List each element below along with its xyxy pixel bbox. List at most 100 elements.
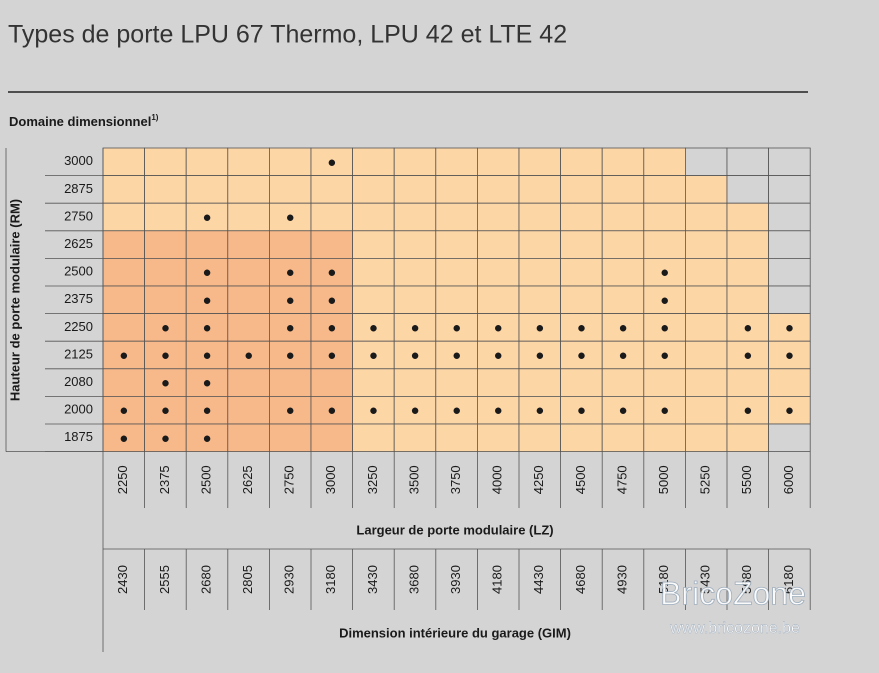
watermark-brand: BricoZone bbox=[660, 575, 806, 611]
cell bbox=[185, 147, 229, 177]
cell bbox=[102, 395, 145, 425]
dot: ● bbox=[161, 347, 170, 364]
column-label: 2430 bbox=[115, 565, 130, 594]
cell bbox=[643, 230, 686, 259]
cell bbox=[643, 423, 686, 453]
cell bbox=[393, 230, 437, 259]
dot: ● bbox=[618, 319, 627, 336]
dot: ● bbox=[161, 402, 170, 419]
cell bbox=[518, 147, 561, 177]
cell bbox=[185, 368, 229, 397]
column-label: 5430 bbox=[698, 565, 713, 594]
cell bbox=[726, 423, 769, 453]
column-label: 4500 bbox=[573, 465, 588, 494]
cell bbox=[768, 285, 811, 315]
subtitle-text: Domaine dimensionnel bbox=[9, 114, 151, 129]
cell bbox=[768, 368, 811, 397]
row-label: 3000 bbox=[64, 153, 93, 168]
cell bbox=[768, 340, 811, 370]
cell bbox=[227, 230, 270, 259]
cell bbox=[435, 202, 478, 232]
garage-axis-title: Dimension intérieure du garage (GIM) bbox=[339, 625, 571, 640]
cell bbox=[227, 257, 270, 287]
dot: ● bbox=[660, 319, 669, 336]
cell bbox=[185, 313, 229, 342]
cell bbox=[560, 368, 603, 397]
row-label: 2625 bbox=[64, 236, 93, 251]
column-label: 2750 bbox=[282, 465, 297, 494]
dot: ● bbox=[410, 347, 419, 364]
cell bbox=[185, 285, 229, 315]
column-label: 3250 bbox=[365, 465, 380, 494]
cell bbox=[310, 395, 353, 425]
cell bbox=[435, 340, 478, 370]
row-label: 2750 bbox=[64, 208, 93, 223]
footnote-mark: 1) bbox=[151, 113, 158, 122]
dot: ● bbox=[286, 292, 295, 309]
dot: ● bbox=[286, 347, 295, 364]
cell bbox=[393, 175, 437, 204]
cell bbox=[685, 230, 728, 259]
cell bbox=[685, 368, 728, 397]
column-label: 2500 bbox=[198, 465, 213, 494]
column-label: 4250 bbox=[531, 465, 546, 494]
cell bbox=[476, 285, 520, 315]
cell bbox=[352, 313, 395, 342]
cell bbox=[144, 423, 187, 453]
dot: ● bbox=[202, 319, 211, 336]
dot: ● bbox=[618, 402, 627, 419]
cell bbox=[685, 175, 728, 204]
cell bbox=[601, 340, 645, 370]
cell bbox=[144, 147, 187, 177]
cell bbox=[601, 368, 645, 397]
cell bbox=[518, 423, 561, 453]
cell bbox=[768, 257, 811, 287]
cell bbox=[768, 202, 811, 232]
dot: ● bbox=[286, 264, 295, 281]
cell bbox=[144, 285, 187, 315]
dot: ● bbox=[161, 319, 170, 336]
dot: ● bbox=[785, 347, 794, 364]
cell bbox=[268, 175, 312, 204]
cell bbox=[102, 257, 145, 287]
cell bbox=[476, 340, 520, 370]
cell bbox=[643, 313, 686, 342]
dot: ● bbox=[660, 292, 669, 309]
cell bbox=[352, 230, 395, 259]
row-label: 2875 bbox=[64, 181, 93, 196]
dot: ● bbox=[494, 347, 503, 364]
dot: ● bbox=[577, 347, 586, 364]
cell bbox=[352, 395, 395, 425]
column-label: 3180 bbox=[323, 565, 338, 594]
cell bbox=[726, 202, 769, 232]
cell bbox=[435, 230, 478, 259]
cell bbox=[685, 257, 728, 287]
cell bbox=[601, 175, 645, 204]
cell bbox=[310, 230, 353, 259]
cell bbox=[185, 175, 229, 204]
cell bbox=[227, 147, 270, 177]
column-axis-title: Largeur de porte modulaire (LZ) bbox=[356, 522, 553, 537]
cell bbox=[102, 368, 145, 397]
cell bbox=[768, 313, 811, 342]
dot: ● bbox=[327, 292, 336, 309]
cell bbox=[643, 202, 686, 232]
cell bbox=[144, 230, 187, 259]
column-label: 3750 bbox=[448, 465, 463, 494]
cell bbox=[185, 202, 229, 232]
column-label: 5680 bbox=[739, 565, 754, 594]
cell bbox=[518, 257, 561, 287]
row-label: 2000 bbox=[64, 402, 93, 417]
dot: ● bbox=[161, 430, 170, 447]
cell bbox=[435, 313, 478, 342]
dot: ● bbox=[369, 402, 378, 419]
cell bbox=[268, 147, 312, 177]
cell bbox=[268, 202, 312, 232]
row-label: 1875 bbox=[64, 429, 93, 444]
cell bbox=[518, 285, 561, 315]
cell bbox=[310, 368, 353, 397]
dot: ● bbox=[743, 402, 752, 419]
cell bbox=[476, 147, 520, 177]
cell bbox=[768, 147, 811, 177]
dot: ● bbox=[785, 319, 794, 336]
